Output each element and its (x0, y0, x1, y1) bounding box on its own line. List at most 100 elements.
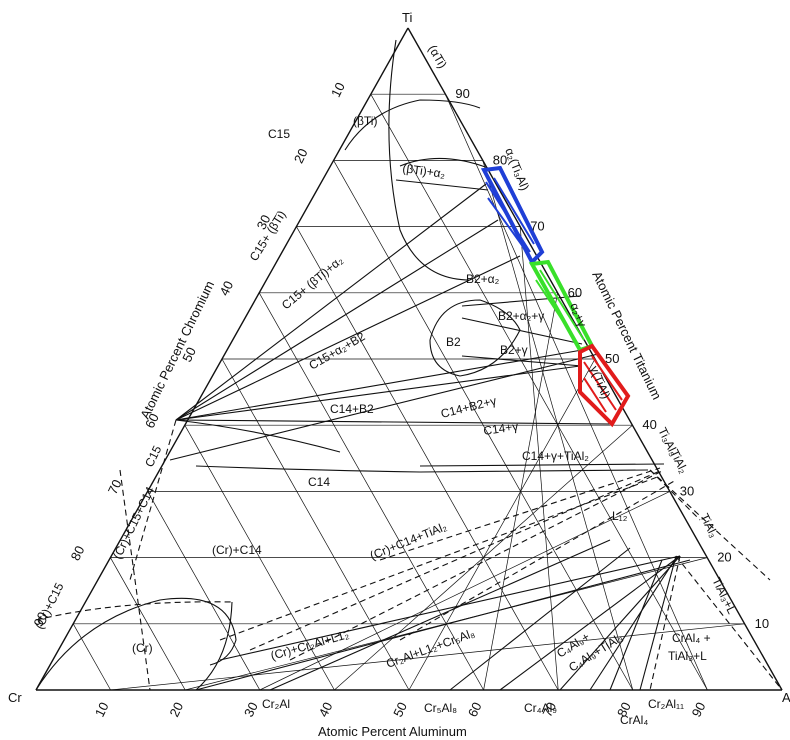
label-tial3-l: TiAl₃+L (709, 575, 739, 616)
gridline-diagonal-a (445, 94, 708, 691)
tick-label-chromium: 70 (105, 477, 125, 497)
tick-label-chromium: 90 (30, 610, 50, 630)
phase-boundaries (35, 39, 783, 691)
phase-boundary-dashed (129, 419, 177, 581)
phase-boundary-line (461, 317, 583, 345)
tick-label-chromium: 20 (291, 146, 311, 166)
gridline-diagonal-b (333, 160, 634, 691)
tick-label-titanium: 10 (755, 616, 769, 631)
gridline-diagonal-a (408, 358, 596, 691)
phase-boundary-line (499, 555, 681, 691)
tick-label-chromium: 10 (328, 80, 348, 100)
label-cr-c14: (Cr)+C14 (212, 543, 262, 557)
label-c15-beta-ti-alpha2: C15+ (βTi)+α₂ (279, 253, 346, 312)
tick-label-aluminum: 60 (465, 700, 485, 720)
label-c14-b2-gamma: C14+B2+γ (439, 394, 497, 421)
label-cr-c15: (Cr)+C15 (32, 580, 67, 631)
tick-label-titanium: 60 (568, 285, 582, 300)
phase-boundary-line (395, 179, 489, 191)
phase-boundary-line (449, 547, 631, 691)
gridline-diagonal-b (370, 94, 708, 691)
label-c15-top: C15 (268, 127, 290, 141)
gridline-diagonal-b (72, 623, 111, 691)
label-cr-cr2al-l12: (Cr)+Cr₂Al+L1₂ (269, 627, 351, 663)
phase-boundary-dashed (219, 475, 661, 641)
phase-boundary-line (419, 463, 665, 467)
phase-boundary-line (269, 539, 611, 691)
phase-boundary-line (589, 557, 677, 691)
phase-boundary-line (344, 99, 481, 151)
tick-label-aluminum: 80 (614, 700, 634, 720)
label-cr2al11: Cr₂Al₁₁ (648, 697, 684, 711)
phase-boundary-line (388, 39, 471, 281)
alpha2-region-hatch (485, 177, 535, 253)
tick-label-titanium: 90 (455, 86, 469, 101)
corner-label-al: Al (782, 690, 790, 705)
phase-boundary-line (195, 601, 233, 691)
label-b2-gamma: B2+γ (500, 343, 528, 357)
tick-label-titanium: 50 (605, 351, 619, 366)
label-tial3: TiAl₃ (697, 511, 721, 540)
tick-label-titanium: 20 (717, 550, 731, 565)
tick-label-chromium: 50 (179, 345, 199, 365)
phase-boundary-dashed (35, 601, 233, 621)
phase-boundary-dashed (379, 467, 661, 561)
label-c14-b2: C14+B2 (330, 402, 374, 416)
label-b2: B2 (446, 335, 461, 349)
phase-boundary-dashed (119, 469, 151, 691)
label-c15-alpha2-b2: C15+α₂+B2 (307, 329, 368, 372)
tick-label-aluminum: 30 (241, 700, 261, 720)
phase-boundary-dashed (675, 555, 783, 691)
label-cr2al: Cr₂Al (262, 697, 290, 711)
phase-boundary-line (639, 555, 677, 691)
tick-label-titanium: 40 (642, 417, 656, 432)
phase-boundary-line (175, 219, 499, 421)
tick-label-aluminum: 10 (92, 700, 112, 720)
corner-label-cr: Cr (8, 690, 22, 705)
phase-boundary-line (461, 295, 581, 307)
phase-boundary-line (195, 465, 649, 473)
axis-title-left: Atomic Percent Chromium (137, 278, 217, 421)
tick-labels: 10 20 30 40 50 60 70 80 90 90 80 70 60 50 40 30 20 10 10 20… (30, 80, 769, 719)
phase-boundary-line (175, 349, 583, 421)
tick-label-chromium: 80 (68, 543, 88, 563)
label-cr5al8: Cr₅Al₈ (424, 701, 457, 715)
label-l12: L₁₂ (612, 509, 628, 523)
label-c14: C14 (308, 475, 330, 489)
label-cral4-b: TiAl₃+L (668, 649, 707, 663)
axis-title-bottom: Atomic Percent Aluminum (318, 724, 467, 739)
highlighted-regions (480, 165, 631, 428)
tick-label-aluminum: 20 (166, 700, 186, 720)
label-cr-c14-tial2: (Cr)+C14+TiAl₂ (368, 519, 449, 563)
gridline-diagonal-a (519, 226, 559, 691)
label-beta-ti: (βTi) (353, 114, 377, 128)
label-c15-side: C15 (142, 443, 164, 469)
tick-label-titanium: 80 (493, 152, 507, 167)
label-cral4-a: CrAl₄ + (672, 631, 711, 645)
gridline-diagonal-b (221, 358, 410, 691)
gridline-diagonal-b (184, 425, 335, 691)
gridline-diagonal-b (296, 226, 559, 691)
phase-boundary-dashed (649, 555, 681, 691)
alpha2-gamma-region-hatch (535, 269, 585, 345)
corner-label-ti: Ti (402, 10, 412, 25)
phase-boundary-line (461, 355, 583, 367)
label-c14-gamma: C14+γ (482, 419, 519, 438)
label-c14-gamma-tial2: C14+γ+TiAl₂ (522, 449, 589, 463)
tick-label-titanium: 30 (680, 483, 694, 498)
label-beta-ti-alpha2: (βTi)+α₂ (402, 161, 447, 181)
gridline-diagonal-b (147, 491, 261, 691)
label-cr2al-l12-cr5al8: Cr₂Al+L1₂+Cr₅Al₈ (384, 626, 476, 671)
tick-label-aluminum: 40 (316, 700, 336, 720)
tick-label-chromium: 40 (216, 279, 236, 299)
label-b2-alpha2: B2+α₂ (466, 272, 500, 286)
phase-boundary-dashed (249, 469, 663, 651)
tick-label-chromium: 30 (254, 212, 274, 232)
phase-boundary-line (175, 255, 521, 421)
label-cr: (Cr) (132, 641, 153, 655)
tick-label-titanium: 70 (530, 219, 544, 234)
tick-label-chromium: 60 (142, 411, 162, 431)
label-tial2: TiAl₂ (667, 447, 691, 476)
phase-boundary-line (35, 597, 237, 691)
